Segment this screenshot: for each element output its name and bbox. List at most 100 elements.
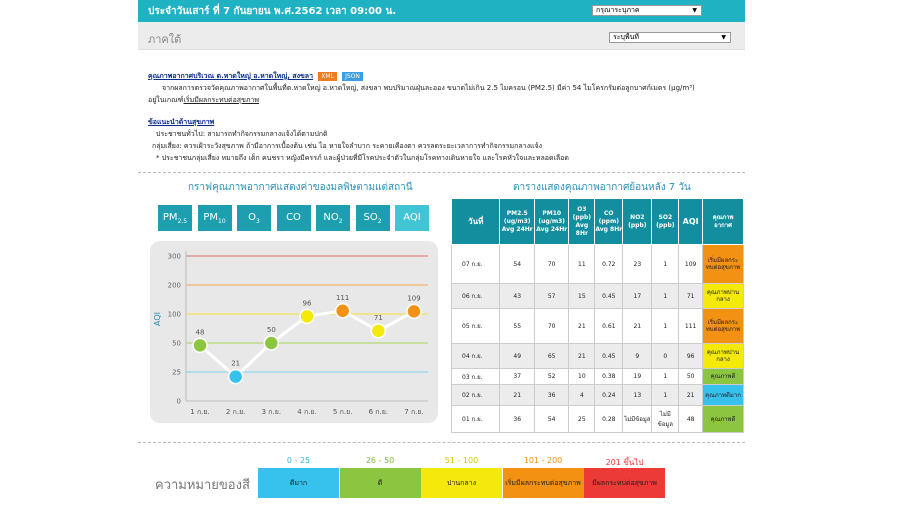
table-cell-no2: 13 <box>622 384 653 406</box>
table-cell-co: 0.72 <box>594 244 624 284</box>
table-cell-o3: 10 <box>568 368 596 385</box>
table-row: 06 ก.ย. 43 57 15 0.45 17 1 71 คุณภาพปานกลาง <box>450 283 745 309</box>
legend-range: 0 - 25 <box>286 456 311 465</box>
province-select[interactable]: กรุณาระบุภาค ▼ <box>592 5 702 16</box>
table-cell-co: 0.45 <box>594 343 624 369</box>
x-tick-label: 6 ก.ย. <box>369 408 388 416</box>
top-bar: ประจำวันเสาร์ ที่ 7 กันยายน พ.ศ.2562 เวล… <box>138 0 745 22</box>
table-cell-quality: คุณภาพดี <box>701 405 745 433</box>
data-label: 48 <box>196 328 205 336</box>
y-tick-label: 100 <box>168 311 181 319</box>
data-label: 21 <box>231 360 240 368</box>
table-cell-no2: 17 <box>622 283 653 309</box>
advice-general: ประชาชนทั่วไป: สามารถทำกิจกรรมกลางแจ้งได… <box>156 130 328 138</box>
legend-swatch: เริ่มมีผลกระทบต่อสุขภาพ <box>502 468 584 498</box>
y-tick-label: 25 <box>172 369 181 377</box>
table-header-cell: SO2 (ppb) <box>651 198 680 245</box>
table-cell-no2: 19 <box>622 368 653 385</box>
table-cell-so2: ไม่มีข้อมูล <box>651 405 680 433</box>
aqi-chart-container: 0 25 50 100 200 300 AQI 1 ก.ย. 2 ก.ย. 3 ก.ย. 4 ก.ย… <box>150 241 438 423</box>
table-cell-quality: คุณภาพปานกลาง <box>701 283 745 309</box>
legend-swatch: ปานกลาง <box>421 468 502 498</box>
table-cell-quality: คุณภาพดี <box>701 368 745 385</box>
table-cell-so2: 1 <box>651 384 680 406</box>
legend-range: 201 ขึ้นไป <box>605 458 644 467</box>
table-cell-pm10: 36 <box>533 384 570 406</box>
legend-swatch: ดีมาก <box>258 468 339 498</box>
table-row: 04 ก.ย. 49 65 21 0.45 9 0 96 คุณภาพปานกลาง <box>450 343 745 369</box>
station-title-link[interactable]: คุณภาพอากาศบริเวณ ต.หาดใหญ่ อ.หาดใหญ่, ส… <box>148 72 314 80</box>
table-cell-pm25: 55 <box>499 308 535 344</box>
data-point <box>406 303 422 320</box>
table-cell-so2: 1 <box>651 283 680 309</box>
dropdown-arrow-icon: ▼ <box>692 7 697 14</box>
table-cell-pm25: 54 <box>499 244 535 284</box>
json-button[interactable]: JSON <box>342 72 363 81</box>
legend-title: ความหมายของสี <box>155 478 250 493</box>
table-cell-so2: 1 <box>651 368 680 385</box>
y-axis-label: AQI <box>153 312 162 326</box>
table-header-row: วันที่ PM2.5 (ug/m3) Avg 24Hr PM10 (ug/m3)… <box>450 198 745 245</box>
table-cell-no2: 21 <box>622 308 653 344</box>
table-cell-pm10: 57 <box>533 283 570 309</box>
table-cell-pm25: 43 <box>499 283 535 309</box>
table-cell-day: 03 ก.ย. <box>450 368 501 385</box>
table-cell-aqi: 50 <box>678 368 703 385</box>
table-cell-day: 01 ก.ย. <box>450 405 501 433</box>
data-point <box>334 303 351 319</box>
table-header-cell: AQI <box>678 198 703 245</box>
legend-range: 101 - 200 <box>523 456 563 465</box>
table-header-cell: CO (ppm) Avg 8Hr <box>594 198 624 245</box>
legend-swatch: มีผลกระทบต่อสุขภาพ <box>584 468 665 498</box>
advice-risk-group: กลุ่มเสี่ยง: ควรเฝ้าระวังสุขภาพ ถ้ามีอาก… <box>152 142 543 150</box>
table-cell-o3: 25 <box>568 405 596 433</box>
data-label: 96 <box>303 299 312 307</box>
legend-range: 26 - 50 <box>365 456 395 465</box>
y-tick-label: 200 <box>168 282 181 290</box>
table-cell-pm25: 21 <box>499 384 535 406</box>
table-cell-pm25: 49 <box>499 343 535 369</box>
table-row: 01 ก.ย. 36 54 25 0.28 ไม่มีข้อมูล ไม่มีข้อมูล 4… <box>450 405 745 433</box>
area-select[interactable]: ระบุพื้นที่ ▼ <box>609 32 731 43</box>
table-cell-pm25: 37 <box>499 368 535 385</box>
table-cell-no2: 23 <box>622 244 653 284</box>
table-cell-o3: 4 <box>568 384 596 406</box>
table-cell-o3: 21 <box>568 308 596 344</box>
tab-no2[interactable]: NO2 <box>316 205 350 231</box>
tab-co[interactable]: CO <box>276 205 311 231</box>
data-point <box>192 337 208 354</box>
table-cell-day: 04 ก.ย. <box>450 343 501 369</box>
table-row: 07 ก.ย. 54 70 11 0.72 23 1 109 เริ่มมีผลกระทบต่อ… <box>450 244 745 284</box>
data-point <box>227 368 244 385</box>
table-title: ตารางแสดงคุณภาพอากาศย้อนหลัง 7 วัน <box>513 182 691 193</box>
table-cell-day: 07 ก.ย. <box>450 244 501 284</box>
tab-aqi[interactable]: AQI <box>395 205 429 231</box>
x-tick-label: 5 ก.ย. <box>333 408 352 416</box>
x-tick-label: 7 ก.ย. <box>404 408 423 416</box>
table-row: 03 ก.ย. 37 52 10 0.38 19 1 50 คุณภาพดี <box>450 368 745 385</box>
tab-o3[interactable]: O3 <box>237 205 271 231</box>
table-cell-quality: เริ่มมีผลกระทบต่อสุขภาพ <box>701 308 745 344</box>
table-cell-pm10: 65 <box>533 343 570 369</box>
data-point <box>263 335 280 351</box>
table-row: 05 ก.ย. 55 70 21 0.61 21 1 111 เริ่มมีผลกระทบต่อ… <box>450 308 745 344</box>
table-cell-co: 0.45 <box>594 283 624 309</box>
dropdown-arrow-icon: ▼ <box>721 34 726 41</box>
table-cell-quality: คุณภาพปานกลาง <box>701 343 745 369</box>
data-label: 71 <box>374 314 383 322</box>
tab-pm10[interactable]: PM10 <box>197 205 232 231</box>
table-header-cell: วันที่ <box>450 198 501 245</box>
data-label: 109 <box>407 294 420 302</box>
table-cell-aqi: 96 <box>678 343 703 369</box>
table-cell-co: 0.24 <box>594 384 624 406</box>
tab-so2[interactable]: SO2 <box>355 205 390 231</box>
page-container: ประจำวันเสาร์ ที่ 7 กันยายน พ.ศ.2562 เวล… <box>138 0 745 506</box>
xml-button[interactable]: XML <box>318 72 337 81</box>
data-label: 50 <box>267 326 276 334</box>
table-cell-pm10: 70 <box>533 308 570 344</box>
table-cell-co: 0.61 <box>594 308 624 344</box>
tab-pm25[interactable]: PM2.5 <box>158 205 192 231</box>
table-cell-pm25: 36 <box>499 405 535 433</box>
graph-title: กราฟคุณภาพอากาศแสดงค่าของมลพิษตามแต่สถาน… <box>188 182 413 193</box>
x-tick-label: 1 ก.ย. <box>190 408 209 416</box>
